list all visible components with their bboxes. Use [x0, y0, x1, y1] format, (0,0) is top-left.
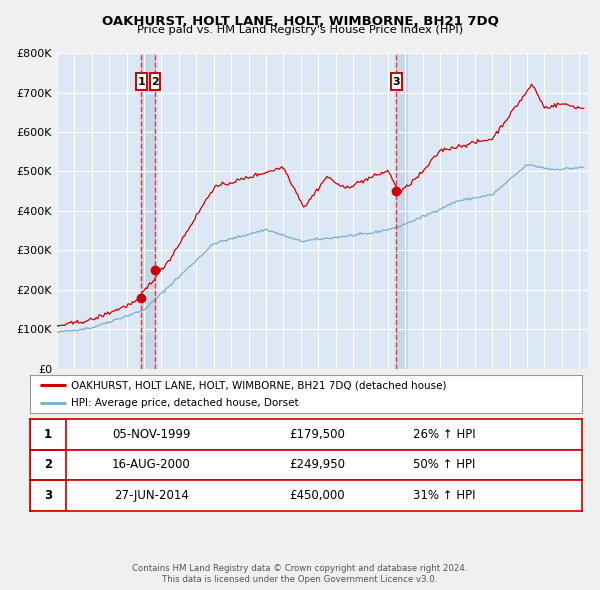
Text: £450,000: £450,000: [289, 489, 345, 502]
Text: £179,500: £179,500: [289, 428, 345, 441]
Text: £249,950: £249,950: [289, 458, 345, 471]
Bar: [30, 419, 66, 450]
Text: 50% ↑ HPI: 50% ↑ HPI: [413, 458, 475, 471]
Text: 2: 2: [151, 77, 159, 87]
Text: OAKHURST, HOLT LANE, HOLT, WIMBORNE, BH21 7DQ (detached house): OAKHURST, HOLT LANE, HOLT, WIMBORNE, BH2…: [71, 380, 447, 390]
Text: 3: 3: [44, 489, 52, 502]
Bar: [396, 53, 407, 369]
Text: 31% ↑ HPI: 31% ↑ HPI: [413, 489, 475, 502]
Text: OAKHURST, HOLT LANE, HOLT, WIMBORNE, BH21 7DQ: OAKHURST, HOLT LANE, HOLT, WIMBORNE, BH2…: [101, 15, 499, 28]
Text: HPI: Average price, detached house, Dorset: HPI: Average price, detached house, Dors…: [71, 398, 299, 408]
Text: 3: 3: [392, 77, 400, 87]
Text: Price paid vs. HM Land Registry's House Price Index (HPI): Price paid vs. HM Land Registry's House …: [137, 25, 463, 35]
Text: Contains HM Land Registry data © Crown copyright and database right 2024.: Contains HM Land Registry data © Crown c…: [132, 565, 468, 573]
Bar: [136, 73, 146, 90]
Bar: [142, 53, 155, 369]
Text: 27-JUN-2014: 27-JUN-2014: [114, 489, 189, 502]
Text: 16-AUG-2000: 16-AUG-2000: [112, 458, 191, 471]
Bar: [149, 73, 160, 90]
Text: 26% ↑ HPI: 26% ↑ HPI: [413, 428, 475, 441]
Text: 1: 1: [137, 77, 145, 87]
Text: 1: 1: [44, 428, 52, 441]
Text: 2: 2: [44, 458, 52, 471]
Bar: [30, 450, 66, 480]
Bar: [391, 73, 401, 90]
Bar: [30, 480, 66, 511]
Text: This data is licensed under the Open Government Licence v3.0.: This data is licensed under the Open Gov…: [163, 575, 437, 584]
Text: 05-NOV-1999: 05-NOV-1999: [112, 428, 191, 441]
